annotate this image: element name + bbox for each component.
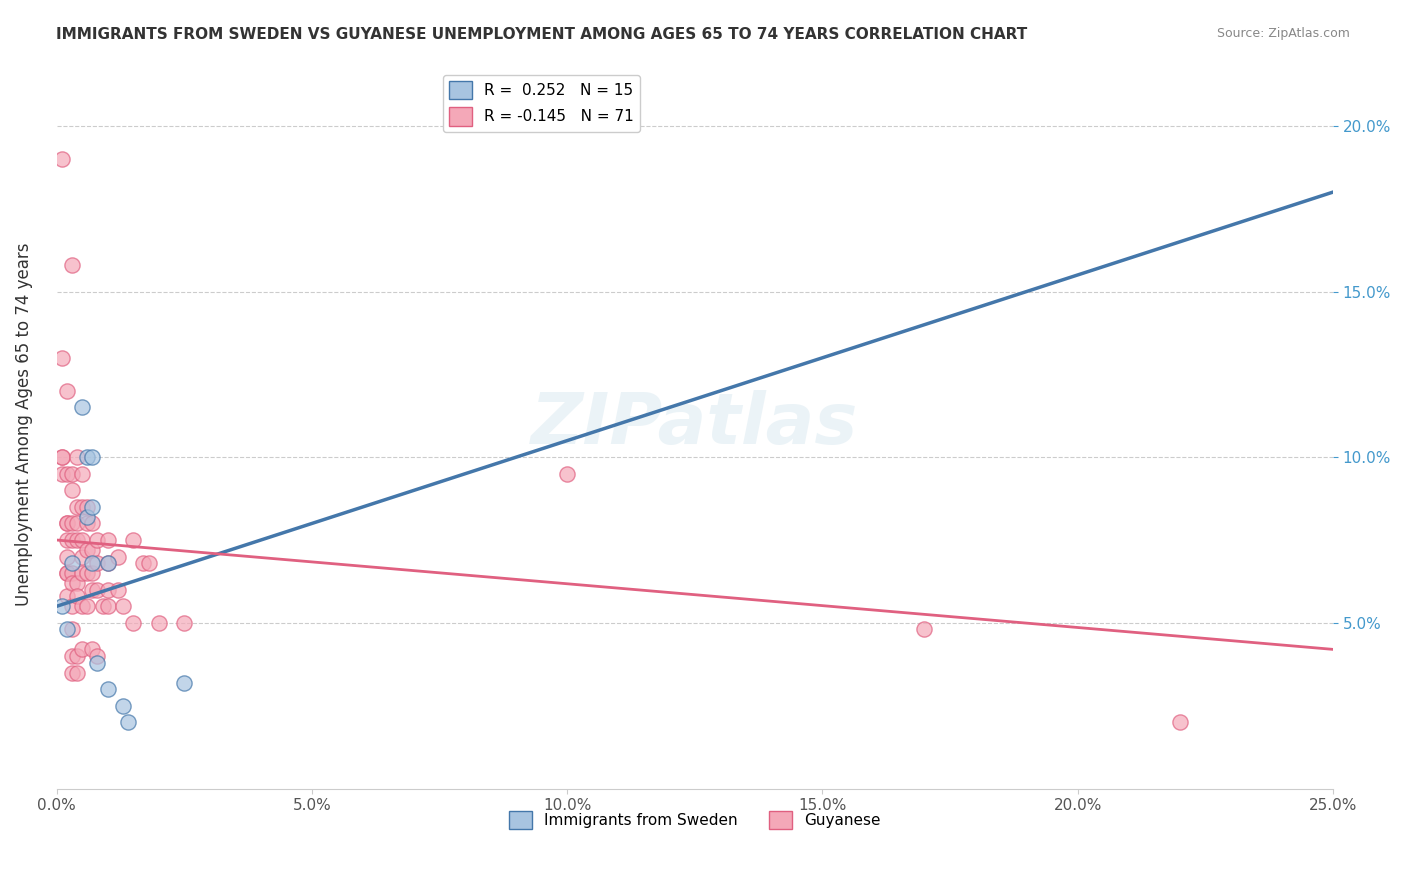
Point [60,467,83,481]
Point [914,623,936,637]
Point [66,648,89,663]
Point [76,543,98,558]
Point [60,648,83,663]
Point [66,500,89,514]
Point [107,582,129,597]
Point [51,450,73,465]
Point [86,582,108,597]
Point [66,665,89,680]
Point [60,533,83,547]
Point [97,533,120,547]
Point [60,576,83,591]
Point [56,467,79,481]
Text: ZIPatlas: ZIPatlas [531,390,859,458]
Point [56,516,79,531]
Point [70,599,93,614]
Point [60,258,83,272]
Point [82,543,104,558]
Point [76,450,98,465]
Point [60,566,83,581]
Text: IMMIGRANTS FROM SWEDEN VS GUYANESE UNEMPLOYMENT AMONG AGES 65 TO 74 YEARS CORREL: IMMIGRANTS FROM SWEDEN VS GUYANESE UNEMP… [56,27,1028,42]
Point [66,516,89,531]
Point [173,615,195,630]
Point [86,656,108,670]
Point [97,556,120,570]
Point [56,623,79,637]
Point [122,533,145,547]
Point [1168,715,1191,730]
Point [97,582,120,597]
Point [66,533,89,547]
Point [86,533,108,547]
Point [56,590,79,604]
Point [51,152,73,166]
Point [76,509,98,524]
Point [82,500,104,514]
Point [111,698,134,713]
Point [97,556,120,570]
Point [76,566,98,581]
Point [70,642,93,657]
Point [97,682,120,697]
Point [51,599,73,614]
Point [66,590,89,604]
Point [60,599,83,614]
Point [70,500,93,514]
Point [56,384,79,398]
Y-axis label: Unemployment Among Ages 65 to 74 years: Unemployment Among Ages 65 to 74 years [15,243,32,606]
Point [555,467,578,481]
Point [82,642,104,657]
Point [60,483,83,498]
Point [76,500,98,514]
Point [66,450,89,465]
Point [60,665,83,680]
Point [51,467,73,481]
Point [138,556,160,570]
Point [56,516,79,531]
Point [60,556,83,570]
Point [56,566,79,581]
Point [117,715,139,730]
Point [86,648,108,663]
Text: Source: ZipAtlas.com: Source: ZipAtlas.com [1216,27,1350,40]
Point [70,533,93,547]
Point [70,467,93,481]
Point [76,599,98,614]
Point [60,623,83,637]
Point [82,450,104,465]
Point [56,533,79,547]
Point [107,549,129,564]
Point [66,576,89,591]
Point [82,582,104,597]
Point [76,516,98,531]
Point [111,599,134,614]
Point [51,351,73,365]
Point [173,675,195,690]
Point [132,556,155,570]
Point [148,615,170,630]
Point [82,566,104,581]
Point [82,516,104,531]
Point [51,450,73,465]
Point [70,549,93,564]
Point [70,566,93,581]
Point [56,549,79,564]
Point [82,556,104,570]
Point [86,556,108,570]
Legend: Immigrants from Sweden, Guyanese: Immigrants from Sweden, Guyanese [503,805,886,836]
Point [56,566,79,581]
Point [70,401,93,415]
Point [97,599,120,614]
Point [91,599,114,614]
Point [60,516,83,531]
Point [122,615,145,630]
